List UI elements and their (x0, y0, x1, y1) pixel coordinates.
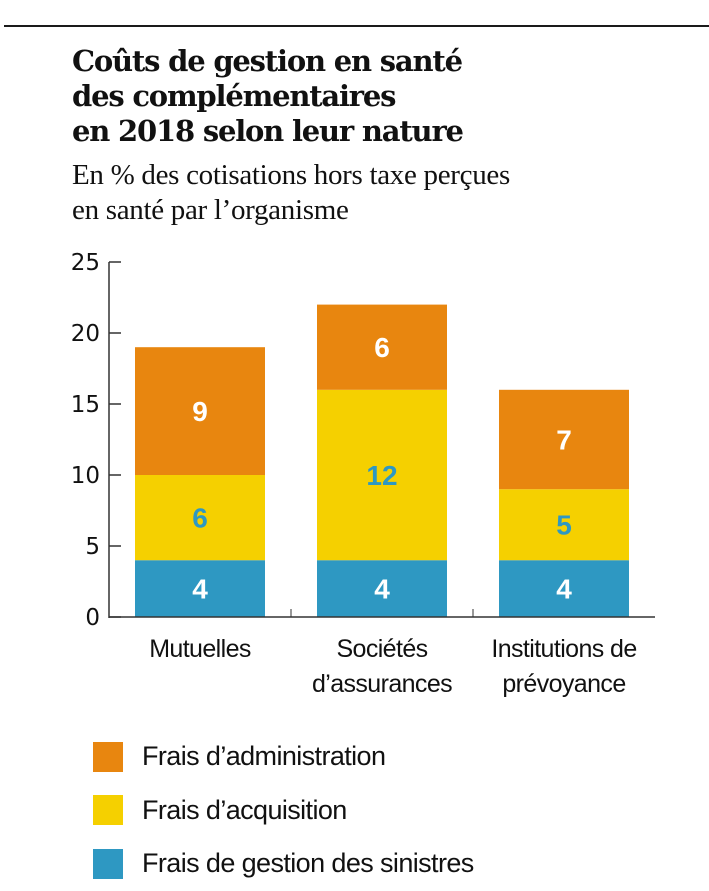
legend-swatch-administration (93, 741, 123, 772)
y-tick-label: 0 (85, 605, 100, 631)
bar-segment (317, 304, 447, 390)
legend-item-acquisition: Frais d’acquisition (93, 784, 474, 838)
bar-segment (135, 347, 265, 475)
y-tick-label: 20 (71, 321, 100, 347)
legend-item-administration: Frais d’administration (93, 730, 474, 784)
bar-segment (499, 389, 629, 490)
chart-title-line: des complémentaires (72, 79, 396, 113)
bar-segment (499, 489, 629, 561)
bar-segment (135, 560, 265, 617)
data-label: 4 (374, 574, 390, 605)
chart-title-line: Coûts de gestion en santé (72, 44, 463, 78)
chart-subtitle-line: En % des cotisations hors taxe perçues (72, 159, 510, 191)
legend-swatch-sinistres (93, 848, 123, 879)
legend-label: Frais de gestion des sinistres (142, 848, 474, 879)
data-label: 5 (556, 510, 572, 541)
data-label: 7 (556, 425, 572, 456)
x-category-label: Institutions de (491, 635, 636, 663)
bar-segment (317, 389, 447, 561)
chart-title: Coûts de gestion en santé des complément… (72, 44, 464, 149)
x-category-label: prévoyance (502, 670, 625, 698)
legend-label: Frais d’acquisition (142, 794, 347, 825)
top-rule (4, 25, 709, 27)
chart-subtitle-line: en santé par l’organisme (72, 194, 349, 226)
x-category-label: d’assurances (312, 670, 452, 698)
data-label: 12 (366, 460, 397, 491)
chart-subtitle: En % des cotisations hors taxe perçues e… (72, 158, 510, 228)
y-tick-label: 15 (71, 392, 100, 418)
legend-label: Frais d’administration (142, 741, 386, 772)
y-tick-label: 5 (85, 534, 100, 560)
data-label: 4 (192, 574, 208, 605)
bar-segment (135, 475, 265, 561)
x-category-label: Sociétés (336, 635, 427, 663)
chart-title-line: en 2018 selon leur nature (72, 114, 464, 148)
y-tick-label: 10 (71, 463, 100, 489)
data-label: 4 (556, 574, 572, 605)
legend-item-sinistres: Frais de gestion des sinistres (93, 837, 474, 891)
data-label: 6 (374, 332, 390, 363)
legend-swatch-acquisition (93, 795, 123, 826)
bar-segment (317, 560, 447, 617)
data-label: 6 (192, 503, 208, 534)
data-label: 9 (192, 396, 208, 427)
x-category-label: Mutuelles (149, 635, 251, 663)
y-tick-label: 25 (71, 250, 100, 276)
legend: Frais d’administration Frais d’acquisiti… (93, 730, 474, 891)
bar-segment (499, 560, 629, 617)
